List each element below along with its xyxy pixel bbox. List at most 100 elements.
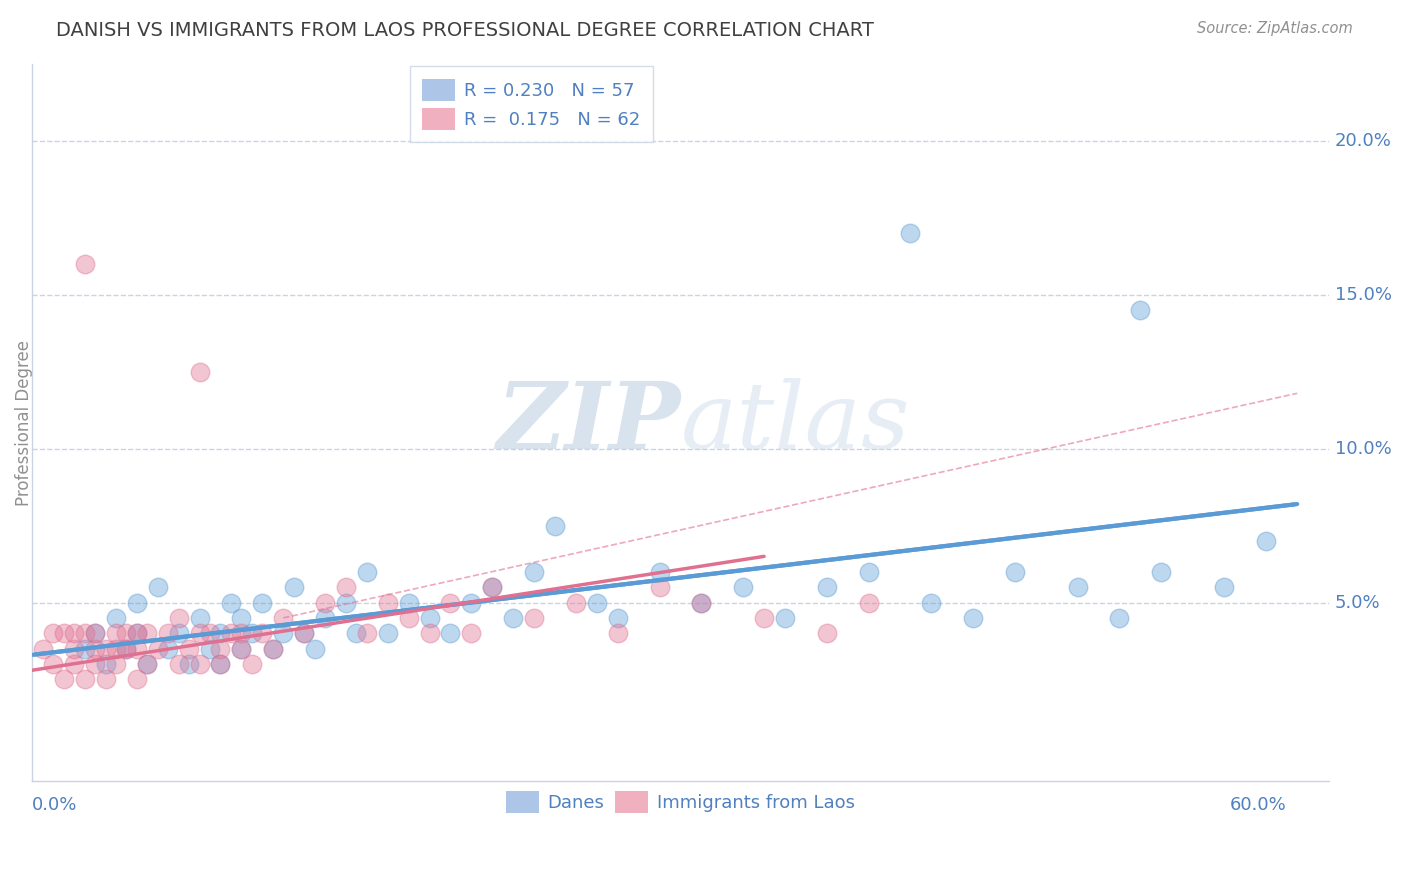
Point — [125, 641, 148, 656]
Point — [690, 595, 713, 609]
Point — [356, 565, 378, 579]
Point — [460, 626, 482, 640]
Point — [167, 657, 190, 671]
Point — [398, 611, 420, 625]
Point — [304, 641, 326, 656]
Point — [585, 595, 607, 609]
Point — [231, 641, 253, 656]
Point — [1213, 580, 1236, 594]
Point — [419, 611, 441, 625]
Point — [209, 641, 232, 656]
Point — [219, 626, 242, 640]
Point — [198, 641, 221, 656]
Point — [125, 626, 148, 640]
Text: ZIP: ZIP — [496, 377, 681, 467]
Point — [252, 595, 274, 609]
Point — [84, 657, 107, 671]
Point — [439, 626, 461, 640]
Point — [42, 657, 65, 671]
Point — [240, 626, 263, 640]
Point — [63, 657, 86, 671]
Point — [146, 580, 169, 594]
Point — [544, 518, 567, 533]
Point — [104, 626, 127, 640]
Point — [63, 641, 86, 656]
Point — [648, 580, 671, 594]
Point — [262, 641, 284, 656]
Point — [262, 641, 284, 656]
Text: 5.0%: 5.0% — [1336, 593, 1381, 612]
Point — [167, 626, 190, 640]
Point — [209, 657, 232, 671]
Point — [377, 595, 399, 609]
Point — [136, 626, 159, 640]
Point — [157, 626, 180, 640]
Y-axis label: Professional Degree: Professional Degree — [15, 340, 32, 506]
Point — [179, 641, 201, 656]
Point — [481, 580, 503, 594]
Point — [1150, 565, 1173, 579]
Point — [606, 611, 628, 625]
Point — [962, 611, 984, 625]
Point — [733, 580, 755, 594]
Point — [52, 626, 75, 640]
Point — [648, 565, 671, 579]
Text: DANISH VS IMMIGRANTS FROM LAOS PROFESSIONAL DEGREE CORRELATION CHART: DANISH VS IMMIGRANTS FROM LAOS PROFESSIO… — [56, 21, 875, 40]
Point — [219, 595, 242, 609]
Point — [398, 595, 420, 609]
Point — [146, 641, 169, 656]
Point — [104, 611, 127, 625]
Point — [292, 626, 315, 640]
Point — [460, 595, 482, 609]
Point — [115, 641, 138, 656]
Point — [231, 641, 253, 656]
Text: atlas: atlas — [681, 377, 910, 467]
Point — [271, 626, 294, 640]
Point — [209, 626, 232, 640]
Point — [125, 673, 148, 687]
Point — [1254, 533, 1277, 548]
Point — [94, 657, 117, 671]
Point — [198, 626, 221, 640]
Point — [73, 257, 96, 271]
Point — [73, 641, 96, 656]
Point — [858, 595, 880, 609]
Point — [815, 580, 838, 594]
Text: 15.0%: 15.0% — [1336, 285, 1392, 304]
Point — [104, 657, 127, 671]
Point — [344, 626, 367, 640]
Text: 60.0%: 60.0% — [1230, 797, 1286, 814]
Point — [523, 611, 546, 625]
Point — [752, 611, 775, 625]
Point — [314, 595, 336, 609]
Point — [157, 641, 180, 656]
Point — [502, 611, 524, 625]
Point — [292, 626, 315, 640]
Point — [73, 626, 96, 640]
Point — [31, 641, 53, 656]
Point — [335, 595, 357, 609]
Point — [84, 626, 107, 640]
Point — [858, 565, 880, 579]
Point — [125, 626, 148, 640]
Point — [1004, 565, 1026, 579]
Point — [240, 657, 263, 671]
Point — [84, 641, 107, 656]
Point — [188, 611, 211, 625]
Point — [1129, 303, 1152, 318]
Point — [167, 611, 190, 625]
Point — [356, 626, 378, 640]
Point — [94, 673, 117, 687]
Point — [773, 611, 796, 625]
Point — [84, 626, 107, 640]
Point — [314, 611, 336, 625]
Point — [231, 611, 253, 625]
Point — [115, 626, 138, 640]
Point — [73, 673, 96, 687]
Point — [271, 611, 294, 625]
Point — [52, 673, 75, 687]
Point — [42, 626, 65, 640]
Point — [283, 580, 305, 594]
Point — [188, 626, 211, 640]
Point — [690, 595, 713, 609]
